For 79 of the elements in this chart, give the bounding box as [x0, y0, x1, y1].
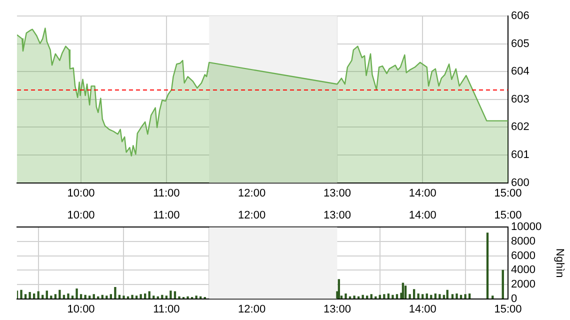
bar — [366, 296, 368, 299]
y-tick-label: 8000 — [511, 236, 536, 248]
bar — [451, 294, 454, 299]
x2-tick-label: 12:00 — [238, 210, 266, 222]
y-tick-label: 605 — [511, 38, 530, 50]
y-tick-label: 604 — [511, 66, 530, 78]
x-tick-label: 13:00 — [323, 187, 351, 200]
bar — [404, 286, 407, 299]
bar — [195, 296, 198, 299]
bar — [88, 296, 91, 299]
x2-tick-label: 10:00 — [67, 210, 95, 222]
y-tick-label: 603 — [511, 93, 530, 106]
y-axis-title: Nghìn — [553, 248, 566, 278]
bar — [353, 296, 356, 299]
bar — [486, 232, 489, 299]
y-tick-label: 2000 — [511, 278, 536, 291]
x2-tick-label: 13:00 — [323, 210, 351, 222]
bar — [84, 294, 86, 299]
bar — [383, 294, 386, 299]
x-tick-label: 14:00 — [408, 187, 436, 200]
bar — [122, 296, 125, 299]
bar — [67, 293, 70, 299]
bar — [20, 290, 22, 299]
x2-tick-label: 14:00 — [408, 210, 436, 222]
x-tick-label: 10:00 — [67, 187, 95, 200]
x-tick-label: 11:00 — [153, 303, 180, 316]
bar — [344, 293, 347, 299]
x-tick-label: 15:00 — [494, 303, 522, 316]
bar — [152, 296, 155, 299]
y-tick-label: 600 — [511, 176, 530, 189]
bar — [140, 294, 142, 299]
bar — [24, 294, 27, 299]
bar — [165, 296, 168, 299]
bar — [438, 294, 441, 299]
bar — [402, 282, 404, 299]
bar — [408, 294, 411, 299]
bar — [114, 287, 116, 299]
bar — [396, 294, 398, 299]
bar — [170, 290, 172, 299]
y-tick-label: 0 — [511, 292, 518, 305]
x-tick-label: 12:00 — [238, 303, 266, 316]
x-tick-label: 10:00 — [67, 303, 95, 316]
bar — [46, 290, 48, 299]
x-tick-label: 13:00 — [323, 303, 351, 316]
bar — [186, 296, 189, 299]
bar — [76, 288, 78, 299]
y-tick-label: 601 — [511, 149, 530, 162]
x2-tick-label: 15:00 — [494, 210, 522, 222]
bar — [106, 296, 108, 299]
y-tick-label: 10000 — [511, 221, 542, 234]
bar — [370, 294, 372, 299]
bar — [178, 296, 180, 299]
bar — [412, 289, 416, 299]
y-tick-label: 606 — [511, 10, 530, 22]
bar — [338, 279, 340, 299]
bar — [58, 290, 61, 299]
x-tick-label: 14:00 — [408, 303, 436, 316]
x-tick-label: 12:00 — [238, 187, 266, 200]
bar — [422, 294, 424, 299]
bar — [92, 294, 95, 299]
x-tick-label: 11:00 — [153, 187, 180, 200]
bar — [50, 296, 52, 299]
bar — [131, 294, 134, 299]
x-tick-label: 15:00 — [494, 187, 522, 200]
bar — [492, 296, 494, 299]
bar — [502, 270, 504, 299]
bar — [392, 294, 394, 299]
y-tick-label: 6000 — [511, 250, 536, 262]
x2-tick-label: 11:00 — [153, 210, 180, 222]
bar — [80, 294, 82, 299]
bar — [456, 293, 458, 299]
bar — [135, 296, 138, 299]
y-tick-label: 4000 — [511, 264, 536, 276]
bar — [28, 292, 31, 299]
bar — [54, 294, 57, 299]
y-tick-label: 602 — [511, 121, 530, 134]
bar — [110, 294, 112, 299]
bar — [71, 296, 74, 299]
bar — [464, 294, 466, 299]
